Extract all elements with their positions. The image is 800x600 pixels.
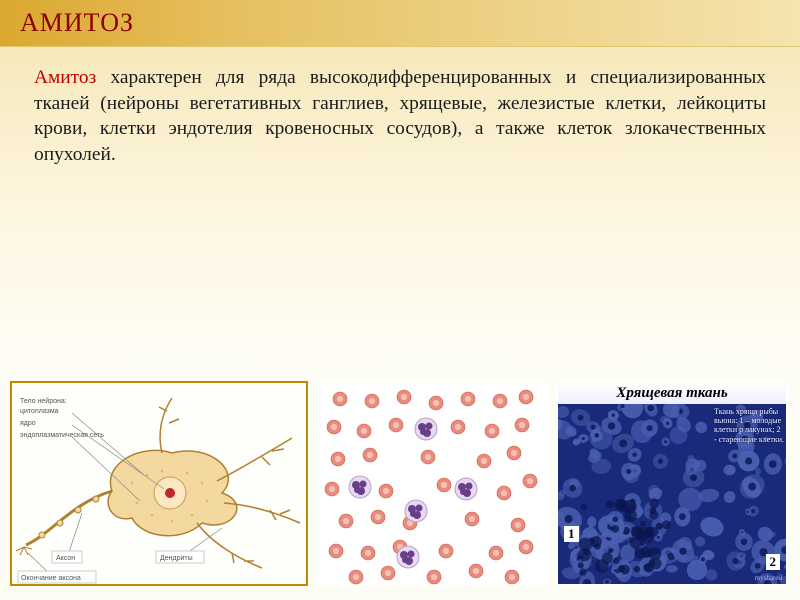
label-nucleus: ядро	[20, 420, 36, 427]
rbc	[327, 420, 341, 434]
rbc	[519, 540, 533, 554]
blood-svg	[316, 381, 548, 586]
paragraph-rest: характерен для ряда высокодифференцирова…	[34, 67, 766, 165]
rbc	[439, 544, 453, 558]
rbc	[523, 474, 537, 488]
images-row: Тело нейрона: цитоплазма ядро эндоплазма…	[10, 381, 790, 586]
rbc	[505, 570, 519, 584]
rbc	[389, 418, 403, 432]
rbc	[497, 486, 511, 500]
wbc	[349, 476, 371, 498]
title-bar: АМИТОЗ	[0, 0, 800, 47]
watermark: myshared	[755, 574, 782, 582]
rbc	[331, 452, 345, 466]
rbc	[451, 420, 465, 434]
rbc	[325, 482, 339, 496]
rbc	[421, 450, 435, 464]
cartilage-panel: Хрящевая ткань Ткань хряща рыбы вьюна: 1…	[556, 381, 788, 586]
rbc	[349, 570, 363, 584]
rbc	[361, 546, 375, 560]
rbc	[329, 544, 343, 558]
rbc	[519, 390, 533, 404]
rbc	[333, 392, 347, 406]
neuron-svg: Тело нейрона: цитоплазма ядро эндоплазма…	[12, 383, 308, 586]
blood-cells-diagram	[316, 381, 548, 586]
rbc	[379, 484, 393, 498]
rbc	[485, 424, 499, 438]
wbc	[415, 418, 437, 440]
rbc	[381, 566, 395, 580]
cartilage-marker-1: 1	[564, 526, 579, 542]
label-er: эндоплазматическая сеть	[20, 432, 104, 439]
rbc	[511, 518, 525, 532]
rbc	[339, 514, 353, 528]
cartilage-caption: Ткань хряща рыбы вьюна: 1 – молодые клет…	[714, 407, 784, 444]
rbc	[469, 564, 483, 578]
rbc	[493, 394, 507, 408]
rbc	[357, 424, 371, 438]
label-terminal: Окончание аксона	[21, 575, 81, 582]
rbc	[515, 418, 529, 432]
rbc	[461, 392, 475, 406]
rbc	[427, 570, 441, 584]
rbc	[465, 512, 479, 526]
neuron-diagram: Тело нейрона: цитоплазма ядро эндоплазма…	[10, 381, 308, 586]
cartilage-marker-2: 2	[766, 554, 781, 570]
wbc	[397, 546, 419, 568]
label-axon: Аксон	[56, 555, 75, 562]
title-text: АМИТОЗ	[20, 8, 134, 37]
rbc	[507, 446, 521, 460]
rbc	[365, 394, 379, 408]
wbc	[455, 478, 477, 500]
rbc	[489, 546, 503, 560]
slide-title: АМИТОЗ	[20, 8, 780, 38]
rbc	[477, 454, 491, 468]
rbc	[429, 396, 443, 410]
body-paragraph: Амитоз характерен для ряда высокодиффере…	[0, 47, 800, 167]
label-dendrites: Дендриты	[160, 555, 193, 562]
lead-word: Амитоз	[34, 67, 96, 88]
wbc	[405, 500, 427, 522]
label-body: Тело нейрона:	[20, 397, 67, 405]
rbc	[371, 510, 385, 524]
cartilage-title: Хрящевая ткань	[558, 383, 786, 404]
rbc	[363, 448, 377, 462]
rbc	[437, 478, 451, 492]
rbc	[397, 390, 411, 404]
label-cytoplasm: цитоплазма	[20, 408, 59, 415]
